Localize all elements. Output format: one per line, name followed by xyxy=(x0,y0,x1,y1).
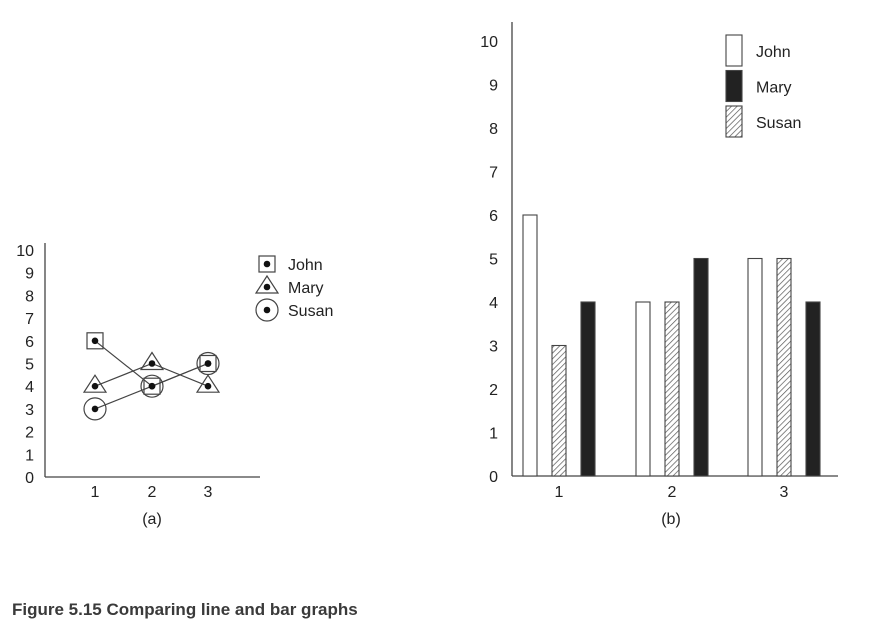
point-dot xyxy=(263,260,271,268)
y-tick-label: 4 xyxy=(25,379,34,396)
y-tick-label: 9 xyxy=(25,266,34,283)
bar-john-2 xyxy=(635,301,651,477)
point-dot xyxy=(91,337,99,345)
y-tick-label: 2 xyxy=(489,382,498,399)
legend-label: John xyxy=(288,257,323,274)
legend-label: Mary xyxy=(756,80,792,97)
y-tick-label: 0 xyxy=(25,470,34,487)
bar-mary-1 xyxy=(580,301,596,477)
bar-susan-3 xyxy=(776,257,792,477)
y-tick-label: 7 xyxy=(489,165,498,182)
y-tick-label: 9 xyxy=(489,78,498,95)
legend-label: Mary xyxy=(288,280,324,297)
chart-label: (a) xyxy=(142,511,162,528)
bar-mary-2 xyxy=(693,257,709,477)
y-tick-label: 3 xyxy=(489,339,498,356)
y-tick-label: 4 xyxy=(489,295,498,312)
y-tick-label: 8 xyxy=(489,121,498,138)
triangle-marker xyxy=(139,351,165,371)
y-tick-label: 10 xyxy=(480,34,498,51)
figure-caption: Figure 5.15 Comparing line and bar graph… xyxy=(12,600,358,619)
point-dot xyxy=(91,382,99,390)
x-tick-label: 1 xyxy=(91,484,100,501)
x-tick-label: 3 xyxy=(204,484,213,501)
triangle-marker xyxy=(254,274,280,294)
y-tick-label: 3 xyxy=(25,402,34,419)
legend-label: Susan xyxy=(756,115,801,132)
square-marker xyxy=(199,354,217,373)
square-marker xyxy=(258,255,276,273)
bar-mary-3 xyxy=(805,301,821,477)
point-dot xyxy=(263,306,271,314)
y-tick-label: 2 xyxy=(25,425,34,442)
triangle-marker xyxy=(195,374,221,393)
y-tick-label: 6 xyxy=(489,208,498,225)
chart-label: (b) xyxy=(661,511,681,528)
y-tick-label: 5 xyxy=(489,252,498,269)
square-marker xyxy=(86,332,104,350)
point-dot xyxy=(91,405,99,413)
point-dot xyxy=(204,360,212,367)
point-dot xyxy=(148,382,156,390)
x-tick-label: 3 xyxy=(780,484,789,501)
y-tick-label: 7 xyxy=(25,311,34,328)
y-tick-label: 10 xyxy=(16,243,34,260)
circle-marker xyxy=(140,374,164,398)
point-dot xyxy=(204,382,212,390)
circle-marker xyxy=(255,298,279,322)
legend-swatch-john xyxy=(725,34,743,67)
x-tick-label: 1 xyxy=(555,484,564,501)
line-chart-a: 0 1 2 3 4 5 6 7 8 9 10 1 2 3 (a) John Mary Susan xyxy=(16,243,333,528)
bar-susan-1 xyxy=(551,344,567,477)
circle-marker xyxy=(196,351,220,376)
bar-susan-2 xyxy=(664,301,680,477)
y-tick-label: 0 xyxy=(489,469,498,486)
bar-chart-b: 0 1 2 3 4 5 6 7 8 9 10 1 2 3 (b) John Mary Susan xyxy=(480,22,838,528)
legend-label: Susan xyxy=(288,303,333,320)
bar-john-1 xyxy=(522,214,538,477)
triangle-marker xyxy=(82,374,108,393)
y-tick-label: 5 xyxy=(25,357,34,374)
point-dot xyxy=(263,283,271,291)
x-tick-label: 2 xyxy=(148,484,157,501)
y-tick-label: 8 xyxy=(25,288,34,305)
y-tick-label: 6 xyxy=(25,334,34,351)
square-marker xyxy=(143,377,161,395)
legend-swatch-mary xyxy=(725,69,743,103)
y-tick-label: 1 xyxy=(489,426,498,443)
circle-marker xyxy=(83,397,107,421)
legend-swatch-susan xyxy=(725,105,743,138)
y-tick-label: 1 xyxy=(25,447,34,464)
x-tick-label: 2 xyxy=(668,484,677,501)
legend-label: John xyxy=(756,44,791,61)
point-dot xyxy=(148,360,156,367)
bar-john-3 xyxy=(747,257,763,477)
